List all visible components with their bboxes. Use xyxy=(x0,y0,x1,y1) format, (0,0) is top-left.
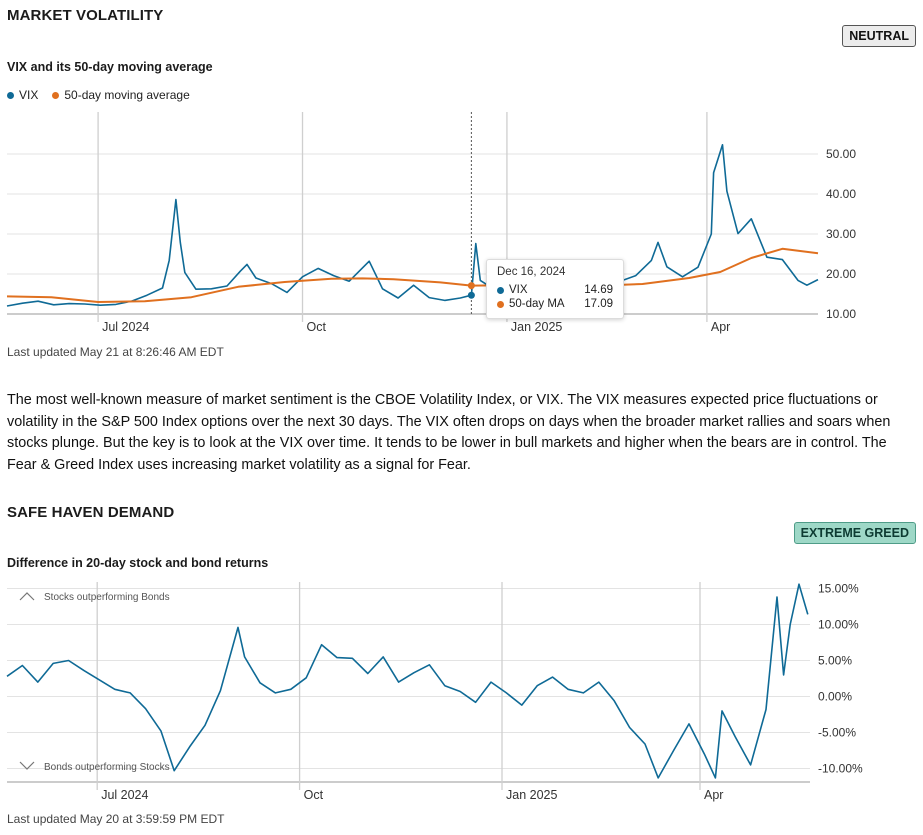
y-tick-label: 10.00% xyxy=(818,618,859,632)
volatility-last-updated: Last updated May 21 at 8:26:46 AM EDT xyxy=(7,345,224,359)
y-tick-label: 40.00 xyxy=(826,187,856,201)
legend-item-vix[interactable]: VIX xyxy=(7,88,38,102)
safe-haven-status-badge: EXTREME GREED xyxy=(793,522,916,544)
x-tick-label: Oct xyxy=(304,788,324,802)
y-tick-label: -5.00% xyxy=(818,726,856,740)
y-tick-label: 10.00 xyxy=(826,307,856,321)
volatility-legend: VIX 50-day moving average xyxy=(7,88,190,102)
annotation-label: Bonds outperforming Stocks xyxy=(44,762,170,773)
annotation-bonds-outperforming: Bonds outperforming Stocks xyxy=(19,761,170,773)
tooltip-date: Dec 16, 2024 xyxy=(497,266,566,278)
annotation-stocks-outperforming: Stocks outperforming Bonds xyxy=(19,592,170,603)
tooltip-ma-dot-icon xyxy=(497,300,504,308)
chevron-down-icon xyxy=(19,761,35,770)
moving-average-legend-dot-icon xyxy=(52,91,60,99)
tooltip-vix-dot-icon xyxy=(497,286,504,294)
y-tick-label: 50.00 xyxy=(826,147,856,161)
y-tick-label: -10.00% xyxy=(818,762,863,776)
legend-label-vix: VIX xyxy=(19,88,39,102)
x-tick-label: Jul 2024 xyxy=(101,788,148,802)
annotation-label: Stocks outperforming Bonds xyxy=(44,592,170,603)
tooltip-row-vix: VIX 14.69 xyxy=(497,284,613,296)
tooltip-row-ma: 50-day MA 17.09 xyxy=(497,298,613,310)
market-volatility-title: MARKET VOLATILITY xyxy=(7,7,164,24)
vix-line[interactable] xyxy=(6,144,819,307)
y-tick-label: 20.00 xyxy=(826,267,856,281)
x-tick-label: Apr xyxy=(704,788,723,802)
vix-chart[interactable]: 10.00 20.00 30.00 40.00 50.00 Jul 2024 Oct Jan … xyxy=(0,0,923,345)
x-tick-label: Oct xyxy=(307,320,327,334)
volatility-chart-subtitle: VIX and its 50-day moving average xyxy=(7,60,213,74)
safe-haven-title: SAFE HAVEN DEMAND xyxy=(7,504,175,521)
x-tick-label: Apr xyxy=(711,320,730,334)
tooltip-ma-value: 17.09 xyxy=(584,298,613,310)
tooltip-ma-label: 50-day MA xyxy=(509,298,565,310)
tooltip-vix-value: 14.69 xyxy=(584,284,613,296)
stock-bond-difference-line[interactable] xyxy=(6,583,809,779)
tooltip-vix-label: VIX xyxy=(509,284,528,296)
x-tick-label: Jan 2025 xyxy=(511,320,562,334)
y-tick-label: 30.00 xyxy=(826,227,856,241)
y-tick-label: 15.00% xyxy=(818,582,859,596)
safe-haven-chart[interactable]: 15.00% 10.00% 5.00% 0.00% -5.00% -10.00% Jul 2… xyxy=(0,0,923,812)
x-tick-label: Jul 2024 xyxy=(102,320,149,334)
y-tick-label: 0.00% xyxy=(818,690,852,704)
legend-label-moving-average: 50-day moving average xyxy=(64,88,190,102)
safe-haven-last-updated: Last updated May 20 at 3:59:59 PM EDT xyxy=(7,812,225,826)
moving-average-line[interactable] xyxy=(6,247,819,303)
chevron-up-icon xyxy=(19,592,35,601)
vix-legend-dot-icon xyxy=(7,91,14,99)
legend-item-moving-average[interactable]: 50-day moving average xyxy=(52,88,190,102)
volatility-description: The most well-known measure of market se… xyxy=(7,392,891,473)
safe-haven-chart-subtitle: Difference in 20-day stock and bond retu… xyxy=(7,556,269,570)
ma-highlight-point xyxy=(467,282,475,290)
volatility-status-badge: NEUTRAL xyxy=(842,25,916,47)
y-tick-label: 5.00% xyxy=(818,654,852,668)
vix-highlight-point xyxy=(467,291,475,299)
vix-tooltip: Dec 16, 2024 VIX 14.69 50-day MA 17.09 xyxy=(486,259,624,319)
x-tick-label: Jan 2025 xyxy=(506,788,557,802)
